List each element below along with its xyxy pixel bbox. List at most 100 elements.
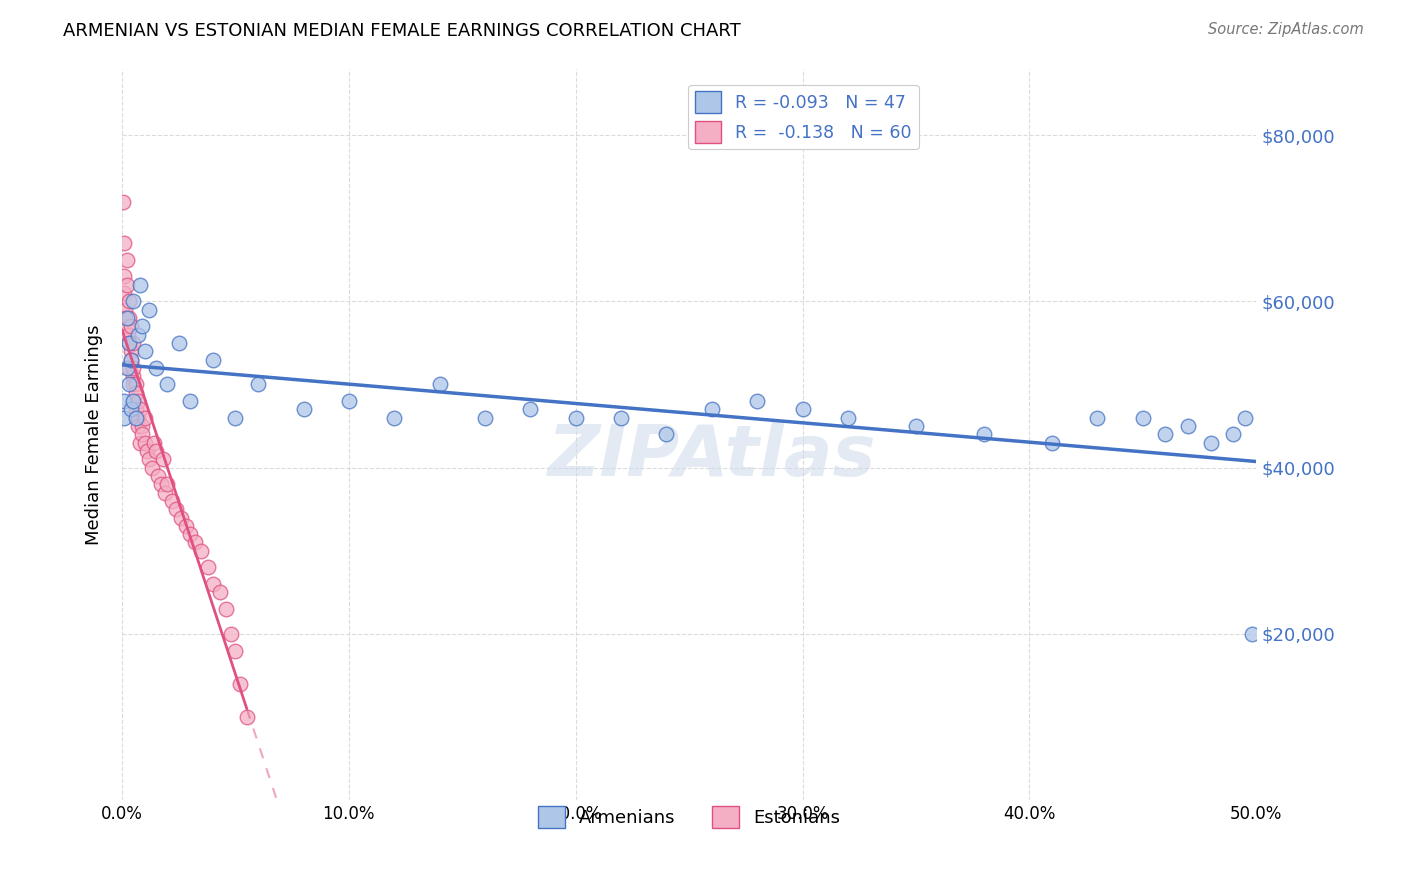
Y-axis label: Median Female Earnings: Median Female Earnings (86, 324, 103, 545)
Point (141, 460, 163, 475)
Point (973, 427, 995, 442)
Point (124, 402, 146, 417)
Point (179, 394, 201, 409)
Point (1233, 410, 1256, 425)
Point (115, 252, 138, 267)
Point (131, 319, 153, 334)
Point (382, 410, 405, 425)
Point (149, 477, 172, 491)
Point (337, 394, 360, 409)
Point (122, 360, 145, 375)
Point (138, 302, 160, 317)
Point (122, 294, 145, 309)
Point (219, 627, 242, 641)
Point (136, 444, 159, 458)
Text: ZIPAtlas: ZIPAtlas (547, 422, 876, 491)
Point (118, 360, 141, 375)
Point (142, 435, 165, 450)
Point (118, 377, 141, 392)
Point (112, 394, 135, 409)
Point (183, 535, 205, 549)
Point (129, 435, 152, 450)
Text: Source: ZipAtlas.com: Source: ZipAtlas.com (1208, 22, 1364, 37)
Point (148, 469, 170, 483)
Point (127, 394, 149, 409)
Point (112, 194, 135, 209)
Point (115, 277, 138, 292)
Point (131, 427, 153, 442)
Point (1132, 410, 1154, 425)
Point (115, 319, 138, 334)
Point (160, 494, 183, 508)
Point (118, 335, 141, 350)
Point (112, 269, 135, 284)
Point (117, 327, 139, 342)
Point (129, 277, 152, 292)
Point (122, 335, 145, 350)
Point (655, 427, 678, 442)
Point (700, 402, 723, 417)
Point (112, 285, 135, 300)
Point (292, 402, 315, 417)
Point (112, 236, 135, 251)
Point (792, 402, 814, 417)
Point (208, 585, 231, 599)
Point (224, 410, 246, 425)
Point (131, 419, 153, 434)
Point (115, 310, 138, 325)
Point (429, 377, 451, 392)
Point (114, 310, 136, 325)
Point (474, 410, 496, 425)
Point (115, 360, 138, 375)
Point (122, 377, 145, 392)
Point (610, 410, 633, 425)
Point (224, 643, 246, 657)
Point (127, 419, 149, 434)
Point (229, 677, 252, 691)
Point (120, 319, 142, 334)
Point (127, 410, 149, 425)
Point (145, 360, 167, 375)
Point (118, 294, 141, 309)
Legend: Armenians, Estonians: Armenians, Estonians (530, 798, 848, 835)
Point (1085, 410, 1108, 425)
Point (134, 344, 156, 359)
Point (904, 419, 927, 434)
Point (837, 410, 859, 425)
Point (129, 402, 152, 417)
Point (138, 452, 160, 467)
Point (124, 410, 146, 425)
Point (747, 394, 769, 409)
Point (166, 502, 188, 516)
Point (247, 377, 270, 392)
Point (120, 352, 142, 367)
Point (201, 352, 224, 367)
Point (134, 435, 156, 450)
Point (170, 510, 193, 524)
Point (1154, 427, 1177, 442)
Point (215, 602, 238, 616)
Point (236, 710, 259, 724)
Point (114, 302, 136, 317)
Point (120, 344, 142, 359)
Point (152, 452, 174, 467)
Point (197, 560, 219, 574)
Point (122, 369, 145, 384)
Point (1222, 427, 1244, 442)
Point (156, 477, 179, 491)
Point (179, 527, 201, 541)
Text: ARMENIAN VS ESTONIAN MEDIAN FEMALE EARNINGS CORRELATION CHART: ARMENIAN VS ESTONIAN MEDIAN FEMALE EARNI… (63, 22, 741, 40)
Point (167, 335, 190, 350)
Point (1240, 627, 1263, 641)
Point (519, 402, 541, 417)
Point (124, 385, 146, 400)
Point (1040, 435, 1063, 450)
Point (124, 410, 146, 425)
Point (201, 577, 224, 591)
Point (1177, 419, 1199, 434)
Point (156, 377, 179, 392)
Point (145, 444, 167, 458)
Point (190, 543, 212, 558)
Point (153, 485, 176, 500)
Point (118, 310, 141, 325)
